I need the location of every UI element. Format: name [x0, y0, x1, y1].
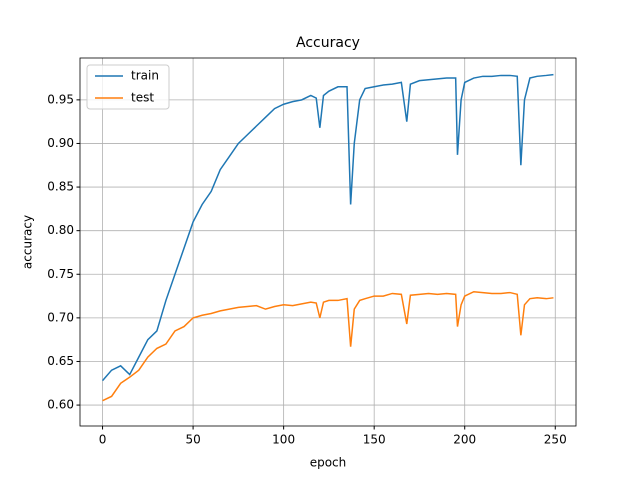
- legend-label: test: [131, 91, 154, 105]
- y-tick-label: 0.65: [47, 354, 74, 368]
- y-axis-label: accuracy: [21, 215, 35, 269]
- y-tick-label: 0.90: [47, 136, 74, 150]
- y-tick-label: 0.60: [47, 398, 74, 412]
- y-tick-label: 0.80: [47, 223, 74, 237]
- y-tick-label: 0.95: [47, 92, 74, 106]
- x-tick-label: 200: [453, 433, 476, 447]
- axes-frame: [79, 57, 577, 427]
- y-tick-label: 0.75: [47, 267, 74, 281]
- y-tick-label: 0.70: [47, 310, 74, 324]
- x-axis-label: epoch: [310, 456, 347, 470]
- x-tick-label: 250: [544, 433, 567, 447]
- chart-title: Accuracy: [296, 35, 360, 51]
- x-tick-label: 100: [272, 433, 295, 447]
- line: [101, 73, 554, 382]
- legend-label: train: [131, 69, 159, 83]
- line: [102, 290, 554, 402]
- y-tick-label: 0.85: [47, 180, 74, 194]
- x-tick-label: 150: [363, 433, 386, 447]
- x-tick-label: 0: [99, 433, 107, 447]
- x-tick-label: 50: [185, 433, 200, 447]
